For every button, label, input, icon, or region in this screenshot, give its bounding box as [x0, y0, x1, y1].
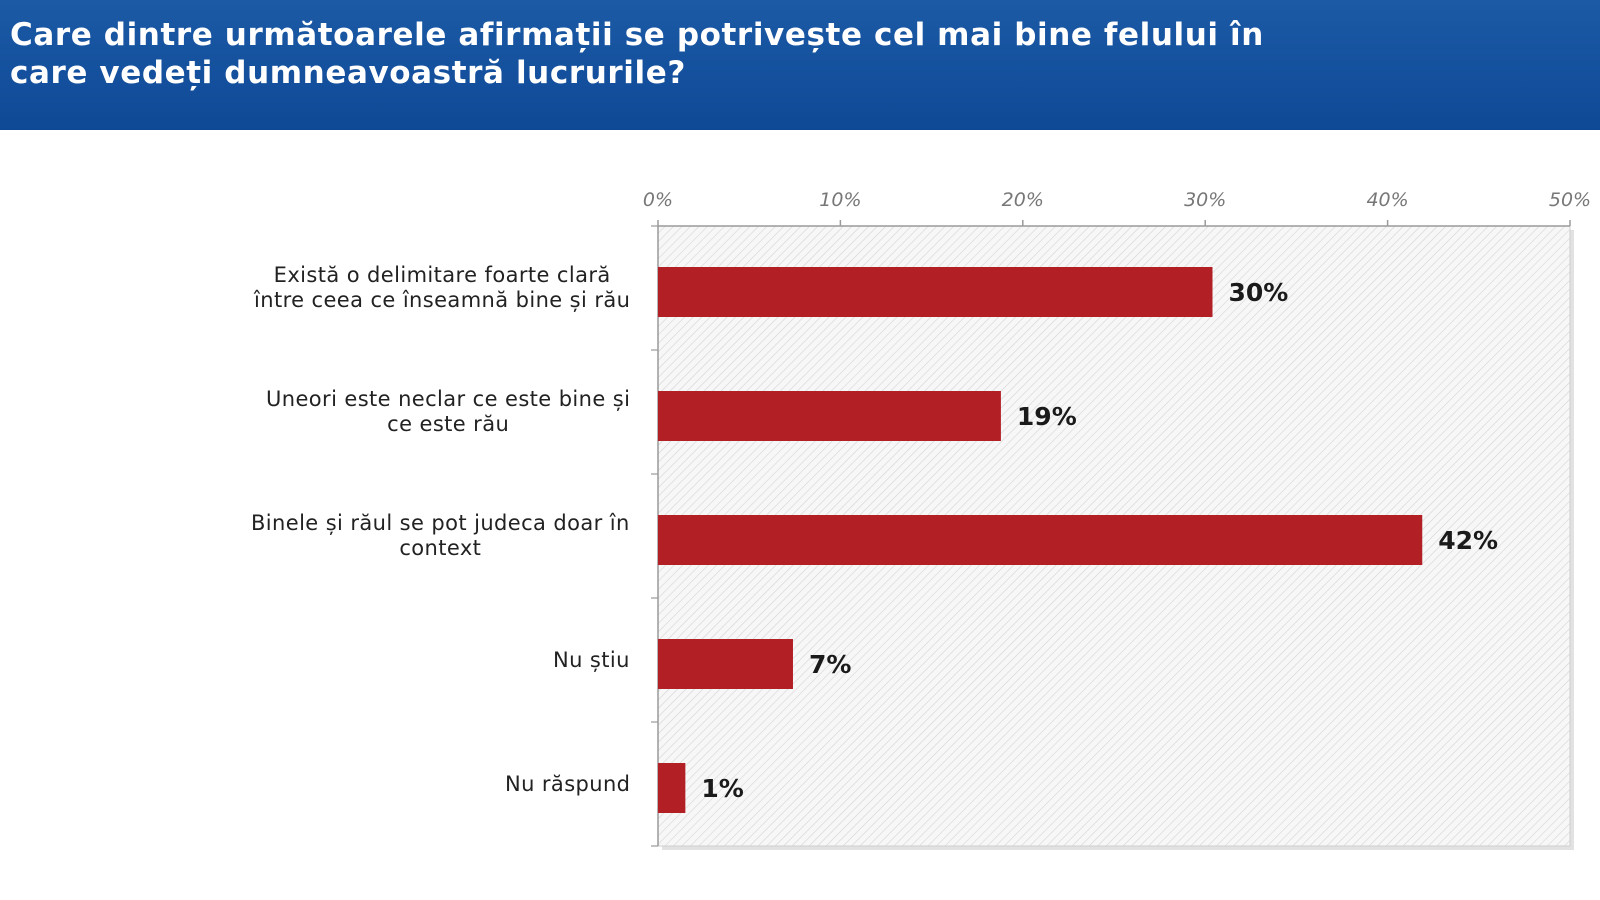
x-tick-label: 50% — [1549, 189, 1591, 211]
category-label: Uneori este neclar ce este bine și ce est… — [266, 387, 630, 437]
category-label-line: ce este rău — [387, 412, 510, 436]
title-line-1: Care dintre următoarele afirmații se pot… — [10, 17, 1264, 53]
category-label: Nu știu — [553, 648, 630, 673]
bar — [658, 391, 1001, 441]
data-label: 30% — [1228, 278, 1288, 307]
category-label-line: Uneori este neclar ce este bine și — [266, 387, 631, 411]
data-label: 19% — [1017, 402, 1077, 431]
x-tick-label: 20% — [1002, 189, 1044, 211]
data-label: 7% — [809, 650, 851, 679]
category-label-line: context — [399, 536, 482, 560]
category-label-line: Nu știu — [553, 647, 630, 672]
category-label-line: Nu răspund — [505, 771, 631, 796]
category-label: Există o delimitare foarte clară între ce… — [254, 263, 630, 313]
category-label: Binele și răul se pot judeca doar în cont… — [251, 511, 630, 561]
bar — [658, 763, 686, 813]
category-label-line: Binele și răul se pot judeca doar în — [251, 511, 630, 535]
x-tick-label: 0% — [643, 189, 673, 211]
title-line-2: care vedeți dumneavoastră lucrurile? — [10, 55, 686, 91]
header-banner: Care dintre următoarele afirmații se pot… — [0, 0, 1600, 130]
bar — [658, 515, 1423, 565]
data-label: 42% — [1438, 526, 1498, 555]
x-tick-label: 10% — [819, 189, 861, 211]
category-label-line: Există o delimitare foarte clară — [273, 263, 611, 287]
bar — [658, 639, 793, 689]
chart-title: Care dintre următoarele afirmații se pot… — [10, 16, 1600, 92]
bar — [658, 267, 1213, 317]
category-label: Nu răspund — [505, 772, 630, 797]
x-tick-label: 30% — [1184, 189, 1226, 211]
category-label-line: între ceea ce înseamnă bine și rău — [254, 288, 631, 312]
x-tick-label: 40% — [1366, 189, 1408, 211]
data-label: 1% — [701, 774, 743, 803]
